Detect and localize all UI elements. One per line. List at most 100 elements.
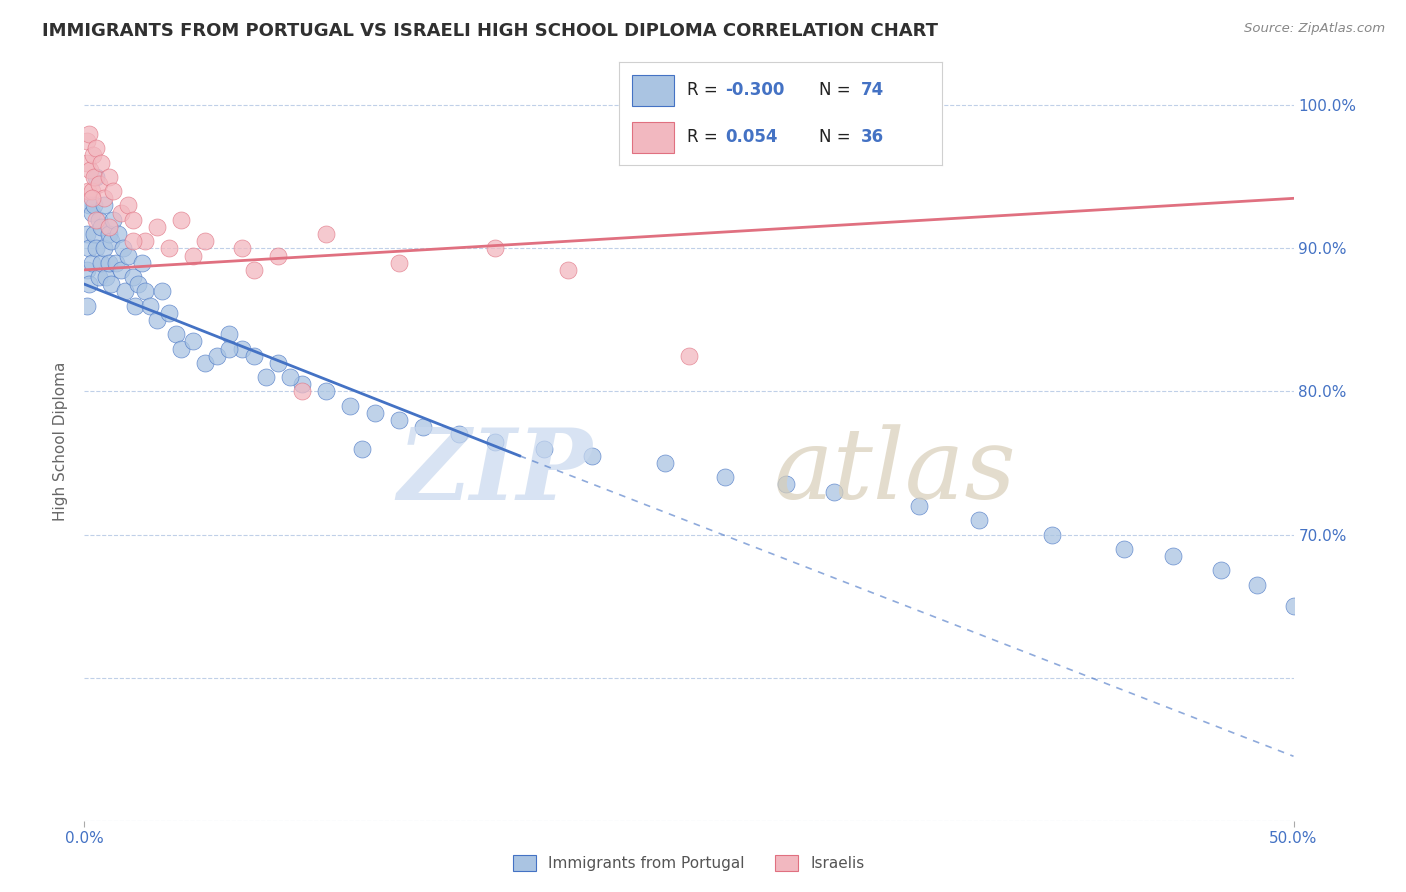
Point [678,349,700,363]
Text: N =: N = [820,128,856,146]
Point [77,198,100,212]
Point [83,227,105,241]
Point [714,470,737,484]
Point [449,427,471,442]
Text: R =: R = [686,128,723,146]
Point [1114,541,1136,556]
Point [97,169,120,184]
Point [117,198,139,212]
Point [146,219,169,234]
Point [291,377,314,392]
Point [82,148,104,162]
Point [150,285,173,299]
Point [146,313,169,327]
Point [267,249,290,263]
Point [90,256,112,270]
Point [654,456,676,470]
Point [93,241,115,255]
Text: 74: 74 [860,81,884,99]
Point [110,205,132,219]
Text: atlas: atlas [773,425,1017,519]
Point [112,241,135,255]
Point [86,212,108,227]
Point [363,406,385,420]
Bar [631,122,673,153]
Point [86,141,108,155]
Point [76,155,98,169]
Text: -0.300: -0.300 [725,81,785,99]
Point [93,198,115,212]
Point [1246,577,1268,591]
Point [97,219,120,234]
Point [267,356,290,370]
Point [170,212,193,227]
Point [87,270,110,285]
Point [121,212,143,227]
Point [967,513,990,527]
Point [1161,549,1184,563]
Point [484,241,506,255]
Point [76,299,98,313]
Point [83,169,105,184]
Point [1209,563,1232,577]
Point [97,227,120,241]
Point [77,127,100,141]
Text: Source: ZipAtlas.com: Source: ZipAtlas.com [1244,22,1385,36]
Point [315,384,337,399]
Point [103,184,125,198]
Point [83,198,105,212]
Point [412,420,434,434]
Point [339,399,361,413]
Point [76,263,98,277]
Point [231,241,253,255]
Point [97,256,120,270]
Point [110,263,132,277]
Point [557,263,579,277]
Point [77,184,100,198]
Point [823,484,845,499]
Point [77,241,100,255]
Text: IMMIGRANTS FROM PORTUGAL VS ISRAELI HIGH SCHOOL DIPLOMA CORRELATION CHART: IMMIGRANTS FROM PORTUGAL VS ISRAELI HIGH… [42,22,938,40]
Point [254,370,277,384]
Point [207,349,229,363]
Point [1282,599,1305,613]
Point [218,327,240,342]
Point [121,270,143,285]
Point [87,177,110,191]
Point [90,155,112,169]
Point [90,219,112,234]
Point [170,342,193,356]
Point [94,270,117,285]
Point [76,227,98,241]
Text: ZIP: ZIP [398,424,592,520]
Point [278,370,301,384]
Point [138,299,160,313]
Point [181,334,204,349]
Point [80,191,103,205]
Point [194,234,217,248]
Point [117,249,139,263]
Point [107,227,129,241]
Point [907,499,929,513]
Point [121,234,143,248]
Point [79,162,101,177]
Point [87,212,110,227]
Point [127,277,149,292]
Point [157,241,180,255]
Point [352,442,374,456]
Point [77,277,100,292]
Point [218,342,240,356]
Point [165,327,187,342]
Text: 0.054: 0.054 [725,128,778,146]
Point [484,434,506,449]
Point [315,227,337,241]
Point [100,277,122,292]
Point [103,212,125,227]
Point [242,263,264,277]
Point [86,169,108,184]
Point [80,256,103,270]
Text: R =: R = [686,81,723,99]
Point [131,256,153,270]
Point [76,134,98,148]
Point [775,477,797,491]
